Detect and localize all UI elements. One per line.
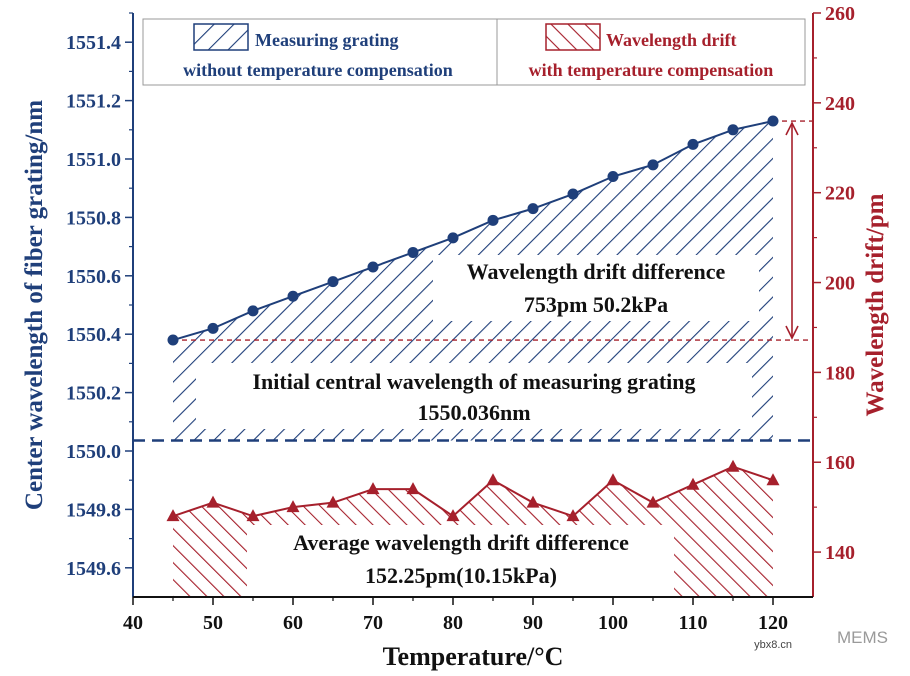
blue-data-point	[407, 246, 419, 258]
annotation-initial-line1: Initial central wavelength of measuring …	[252, 369, 695, 394]
legend-box	[142, 18, 806, 86]
red-data-point	[286, 500, 300, 513]
right-y-tick-label: 200	[825, 273, 855, 295]
difference-arrow-head-down	[785, 325, 799, 340]
blue-data-point	[247, 305, 259, 317]
blue-data-point	[767, 115, 779, 127]
annotation-box-average	[247, 525, 674, 597]
blue-data-point	[327, 276, 339, 288]
legend-label-blue-line2: without temperature compensation	[183, 60, 453, 80]
blue-data-point	[367, 261, 379, 273]
x-tick-label: 80	[443, 612, 463, 634]
red-data-point	[366, 482, 380, 495]
axes: 40 50 60 70 80 90 100 110 120 1549.6 1549.8 1550.0 1…	[21, 3, 889, 634]
blue-data-point	[607, 171, 619, 183]
blue-data-point	[447, 232, 459, 244]
left-y-tick-label: 1549.6	[66, 558, 121, 580]
red-data-point	[606, 473, 620, 486]
legend-label-blue-line1: Measuring grating	[255, 30, 399, 50]
red-data-point	[326, 495, 340, 508]
blue-series-line	[172, 120, 774, 341]
blue-data-point	[207, 322, 219, 334]
left-y-tick-label: 1550.4	[66, 324, 121, 346]
left-y-tick-label: 1551.4	[66, 32, 121, 54]
red-data-point	[726, 459, 740, 472]
blue-data-point	[567, 188, 579, 200]
watermark-site: ybx8.cn	[754, 639, 792, 651]
left-y-tick-label: 1551.2	[66, 91, 121, 113]
red-data-point	[406, 482, 420, 495]
left-y-tick-label: 1550.0	[66, 441, 121, 463]
annotation-avg-line2: 152.25pm(10.15kPa)	[365, 563, 557, 588]
blue-data-point	[727, 124, 739, 136]
annotation-boxes	[196, 255, 759, 597]
right-axis-title: Wavelength drift/pm	[862, 193, 889, 416]
series-lines	[172, 120, 774, 518]
reference-lines	[133, 120, 813, 442]
x-tick-label: 60	[283, 612, 303, 634]
right-y-tick-label: 260	[825, 3, 855, 25]
blue-data-point	[487, 214, 499, 226]
legend-swatch-red	[545, 23, 601, 51]
left-y-tick-label: 1550.6	[66, 266, 121, 288]
series-markers	[166, 115, 780, 522]
left-y-tick-label: 1551.0	[66, 149, 121, 171]
x-tick-label: 90	[523, 612, 543, 634]
red-data-point	[446, 509, 460, 522]
legend-swatch-blue	[193, 23, 249, 51]
x-tick-label: 40	[123, 612, 143, 634]
red-data-point	[766, 473, 780, 486]
x-tick-label: 70	[363, 612, 383, 634]
left-y-tick-label: 1550.2	[66, 383, 121, 405]
annotation-texts: Wavelength drift difference 753pm 50.2kP…	[252, 259, 725, 671]
red-data-point	[206, 495, 220, 508]
right-y-tick-label: 140	[825, 542, 855, 564]
right-y-tick-label: 240	[825, 93, 855, 115]
x-tick-label: 110	[679, 612, 708, 634]
annotation-drift-diff-line2: 753pm 50.2kPa	[524, 292, 668, 317]
legend: Measuring grating without temperature com…	[142, 18, 806, 86]
red-data-point	[246, 509, 260, 522]
right-y-tick-label: 220	[825, 183, 855, 205]
blue-data-point	[167, 334, 179, 346]
left-y-tick-label: 1550.8	[66, 207, 121, 229]
annotation-avg-line1: Average wavelength drift difference	[293, 530, 629, 555]
blue-data-point	[687, 138, 699, 150]
annotation-drift-diff-line1: Wavelength drift difference	[467, 259, 726, 284]
red-data-point	[486, 473, 500, 486]
x-tick-label: 50	[203, 612, 223, 634]
blue-data-point	[527, 203, 539, 215]
x-tick-label: 100	[598, 612, 628, 634]
red-data-point	[686, 477, 700, 490]
x-axis-title: Temperature/°C	[383, 642, 564, 671]
annotation-box-initial	[196, 363, 752, 429]
x-tick-label: 120	[758, 612, 788, 634]
legend-label-red-line1: Wavelength drift	[606, 30, 737, 50]
red-data-point	[646, 495, 660, 508]
blue-data-point	[647, 159, 659, 171]
right-y-tick-label: 160	[825, 452, 855, 474]
blue-data-point	[287, 290, 299, 302]
right-y-tick-label: 180	[825, 362, 855, 384]
difference-arrow-head-up	[785, 121, 799, 136]
red-data-point	[526, 495, 540, 508]
left-y-tick-label: 1549.8	[66, 499, 121, 521]
red-data-point	[566, 509, 580, 522]
annotation-box-drift-diff	[433, 255, 759, 321]
red-series-line	[172, 465, 774, 518]
annotation-initial-line2: 1550.036nm	[417, 400, 530, 425]
legend-label-red-line2: with temperature compensation	[529, 60, 774, 80]
red-data-point	[166, 509, 180, 522]
watermark-brand: MEMS	[837, 628, 888, 647]
left-axis-title: Center wavelength of fiber grating/nm	[21, 100, 48, 510]
